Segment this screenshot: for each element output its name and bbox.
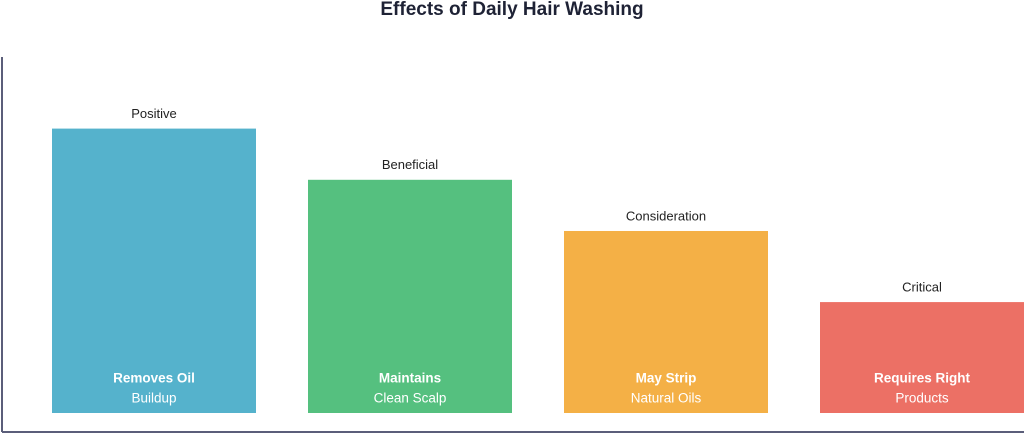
- bar: [820, 302, 1024, 413]
- bar: [52, 128, 256, 413]
- category-detail: Buildup: [131, 391, 176, 406]
- category-label: May Strip: [636, 371, 697, 386]
- category-label: Removes Oil: [113, 371, 195, 386]
- category-label: Requires Right: [874, 371, 971, 386]
- bar: [308, 179, 512, 413]
- category-detail: Clean Scalp: [374, 391, 447, 406]
- category-label: Maintains: [379, 371, 441, 386]
- category-detail: Natural Oils: [631, 391, 702, 406]
- bar: [564, 230, 768, 413]
- bar-tag: Positive: [131, 106, 177, 121]
- category-detail: Products: [895, 391, 949, 406]
- bar-tag: Beneficial: [382, 157, 438, 172]
- chart-title: Effects of Daily Hair Washing: [380, 0, 643, 20]
- bar-tag: Critical: [902, 280, 942, 295]
- bar-tag: Consideration: [626, 208, 706, 223]
